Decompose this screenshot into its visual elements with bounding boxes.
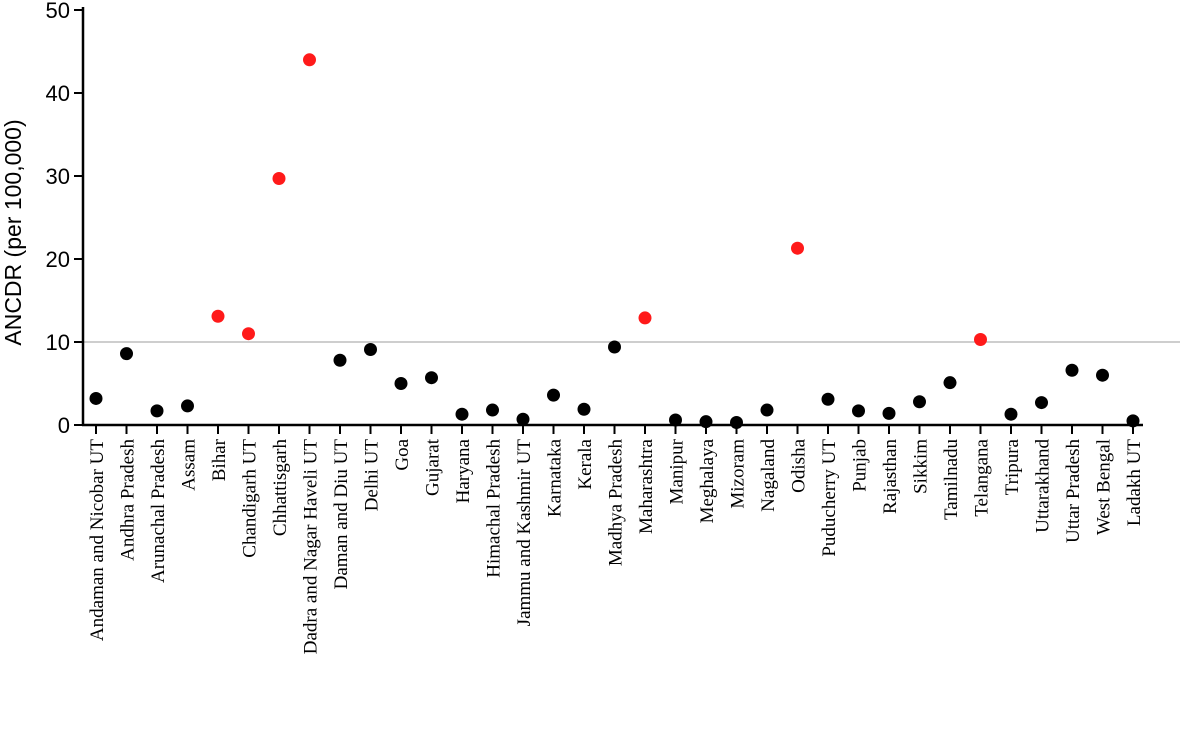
data-point bbox=[821, 392, 835, 406]
x-tick-label: Arunachal Pradesh bbox=[148, 439, 169, 584]
data-point bbox=[455, 407, 469, 421]
data-point bbox=[791, 241, 804, 255]
x-tick-label: Chhattisgarh bbox=[270, 439, 291, 537]
x-axis: Andaman and Nicobar UT Andhra Pradesh Arun… bbox=[82, 423, 1145, 655]
x-tick-label: Meghalaya bbox=[697, 438, 718, 523]
data-point bbox=[89, 391, 103, 405]
data-point bbox=[699, 415, 713, 429]
data-point bbox=[577, 402, 591, 416]
data-point bbox=[120, 347, 133, 361]
x-tick-label: Mizoram bbox=[728, 439, 749, 509]
data-point bbox=[730, 416, 743, 430]
x-tick-label: Andaman and Nicobar UT bbox=[87, 439, 108, 641]
x-tick-label: Gujarat bbox=[423, 438, 444, 496]
data-point bbox=[943, 376, 957, 390]
data-point bbox=[974, 333, 987, 347]
x-tick-label: Andhra Pradesh bbox=[118, 439, 139, 561]
data-point bbox=[364, 342, 377, 356]
data-point bbox=[1035, 396, 1048, 410]
data-point bbox=[547, 388, 560, 402]
x-tick-label: Madhya Pradesh bbox=[606, 439, 627, 567]
x-tick-label: Nagaland bbox=[758, 439, 779, 512]
x-tick-label: Daman and Diu UT bbox=[331, 439, 352, 590]
x-tick-label: Manipur bbox=[667, 438, 688, 504]
data-point bbox=[516, 412, 530, 426]
y-tick-label: 30 bbox=[46, 164, 70, 189]
data-point bbox=[394, 377, 408, 390]
x-tick-label: Rajasthan bbox=[880, 439, 901, 514]
x-tick-label: Bihar bbox=[209, 438, 230, 481]
data-point bbox=[303, 53, 316, 67]
data-point bbox=[1096, 368, 1109, 382]
data-points bbox=[89, 53, 1140, 430]
y-tick-label: 40 bbox=[46, 81, 70, 106]
data-point bbox=[852, 404, 865, 418]
data-point bbox=[211, 309, 225, 323]
x-tick-label: Himachal Pradesh bbox=[484, 439, 505, 578]
x-tick-label: Punjab bbox=[850, 439, 871, 492]
x-tick-label: Haryana bbox=[453, 438, 474, 503]
x-tick-label: Uttarakhand bbox=[1033, 439, 1054, 533]
x-tick-label: Sikkim bbox=[911, 439, 932, 494]
x-tick-label: Ladakh UT bbox=[1124, 439, 1145, 526]
x-tick-label: Jammu and Kashmir UT bbox=[514, 439, 535, 627]
x-tick-label: West Bengal bbox=[1094, 439, 1115, 535]
data-point bbox=[760, 403, 774, 417]
y-tick-label: 20 bbox=[46, 247, 70, 272]
x-tick-label: Dadra and Nagar Haveli UT bbox=[301, 439, 322, 655]
data-point bbox=[1004, 407, 1018, 421]
data-point bbox=[882, 406, 896, 420]
x-tick-label: Uttar Pradesh bbox=[1063, 439, 1084, 543]
y-tick-label: 10 bbox=[46, 330, 70, 355]
x-tick-label: Assam bbox=[179, 439, 200, 491]
data-point bbox=[181, 399, 194, 413]
data-point bbox=[638, 311, 652, 325]
data-point bbox=[272, 171, 286, 185]
data-point bbox=[333, 353, 347, 367]
x-tick-label: Tamilnadu bbox=[941, 439, 962, 520]
data-point bbox=[669, 413, 682, 427]
x-tick-label: Delhi UT bbox=[362, 439, 383, 512]
y-tick-label: 0 bbox=[58, 413, 70, 438]
data-point bbox=[1065, 363, 1079, 377]
y-axis: 0 10 20 30 40 50 bbox=[46, 0, 85, 438]
data-point bbox=[913, 395, 926, 409]
data-point bbox=[150, 404, 164, 418]
x-tick-label: Tripura bbox=[1002, 438, 1023, 495]
x-tick-label: Odisha bbox=[789, 438, 810, 492]
data-point bbox=[486, 403, 499, 417]
x-tick-label: Chandigarh UT bbox=[240, 439, 261, 558]
x-tick-label: Karnataka bbox=[545, 438, 566, 517]
x-tick-label: Telangana bbox=[972, 438, 993, 516]
data-point bbox=[608, 340, 621, 354]
data-point bbox=[1126, 414, 1140, 428]
y-tick-label: 50 bbox=[46, 0, 70, 23]
x-tick-label: Kerala bbox=[575, 438, 596, 489]
data-point bbox=[242, 327, 255, 341]
x-tick-label: Goa bbox=[392, 438, 413, 470]
data-point bbox=[425, 371, 438, 385]
x-tick-label: Puducherry UT bbox=[819, 439, 840, 557]
x-tick-label: Maharashtra bbox=[636, 438, 657, 534]
y-axis-label: ANCDR (per 100,000) bbox=[0, 119, 26, 345]
